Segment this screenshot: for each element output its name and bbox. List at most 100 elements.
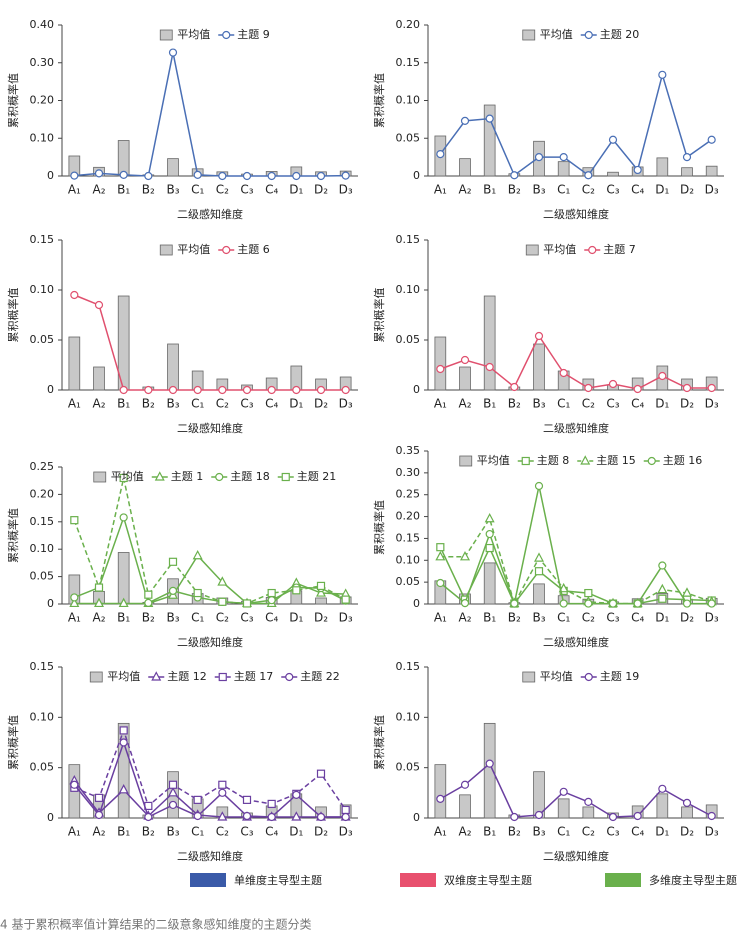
marker: [682, 798, 692, 808]
marker: [94, 793, 104, 802]
y-tick-label: 0.05: [396, 575, 421, 588]
legend: 平均值 主题 9: [159, 28, 270, 41]
legend-swatch: [159, 29, 173, 41]
legend-label: 双维度主导型主题: [444, 873, 532, 887]
legend: 平均值 主题 19: [522, 670, 640, 683]
x-tick-label: A₂: [92, 825, 105, 839]
y-tick-label: 0: [413, 597, 420, 610]
y-axis-label: 累积概率值: [6, 288, 20, 343]
x-tick-label: C₄: [631, 825, 644, 839]
marker: [242, 385, 252, 395]
line: [73, 780, 346, 818]
y-tick-label: 0.15: [30, 515, 55, 528]
x-axis-label: 二级感知维度: [543, 421, 609, 435]
legend-label: 主题 20: [600, 28, 640, 41]
marker: [192, 550, 203, 560]
x-tick-label: A₁: [434, 397, 447, 411]
bar: [557, 798, 570, 819]
x-tick-label: D₂: [680, 611, 694, 625]
line: [74, 554, 346, 605]
marker: [682, 599, 692, 608]
marker: [144, 385, 153, 395]
y-tick-label: 0.05: [30, 761, 55, 774]
x-tick-label: C₁: [557, 825, 570, 839]
x-tick-label: B₃: [166, 397, 179, 411]
legend-swatch: [605, 873, 641, 887]
bar: [582, 806, 595, 819]
marker: [658, 371, 667, 381]
x-tick-label: A₂: [458, 183, 471, 197]
line: [439, 546, 712, 606]
legend-label: 平均值: [540, 28, 573, 41]
x-tick-label: C₂: [216, 183, 229, 197]
marker: [193, 811, 202, 821]
y-tick-label: 0.15: [396, 56, 421, 69]
x-tick-label: C₂: [582, 397, 595, 411]
x-tick-label: D₁: [289, 611, 303, 625]
y-tick-label: 0.30: [30, 56, 55, 69]
x-tick-label: B₂: [508, 611, 521, 625]
x-axis-label: 二级感知维度: [177, 635, 243, 649]
x-tick-label: D₃: [339, 825, 353, 839]
y-tick-label: 0.05: [30, 333, 55, 346]
y-tick-label: 0.10: [30, 542, 55, 555]
marker: [436, 150, 445, 159]
y-tick-label: 0: [47, 169, 54, 182]
y-tick-label: 0.40: [30, 18, 55, 31]
legend-label: 主题 19: [600, 670, 640, 683]
x-tick-label: B₁: [483, 397, 496, 411]
bar: [117, 140, 130, 177]
x-tick-label: C₂: [216, 825, 229, 839]
marker: [436, 794, 445, 803]
y-tick-label: 0: [47, 383, 54, 396]
marker: [168, 48, 178, 57]
marker: [168, 586, 178, 595]
marker: [559, 787, 568, 796]
x-axis-label: 二级感知维度: [543, 207, 609, 221]
marker: [242, 795, 252, 804]
x-tick-label: C₄: [265, 825, 278, 839]
marker: [460, 599, 470, 608]
marker: [193, 588, 202, 598]
marker: [559, 368, 568, 378]
legend: 平均值 主题 7: [525, 243, 636, 256]
legend-label: 单维度主导型主题: [234, 873, 322, 887]
bar: [607, 171, 619, 177]
marker: [584, 383, 593, 393]
bar: [459, 794, 471, 819]
marker: [94, 597, 104, 608]
marker: [559, 153, 568, 162]
x-tick-label: C₁: [191, 611, 204, 625]
marker: [218, 385, 227, 395]
x-tick-label: C₃: [606, 825, 619, 839]
x-tick-label: A₁: [434, 825, 447, 839]
line: [73, 477, 347, 605]
x-tick-label: D₃: [705, 611, 719, 625]
x-tick-label: B₁: [117, 183, 130, 197]
x-tick-label: C₄: [265, 611, 278, 625]
y-tick-label: 0.25: [30, 460, 55, 473]
marker: [94, 810, 104, 820]
marker: [707, 383, 716, 393]
x-tick-label: D₂: [680, 397, 694, 411]
legend-label: 平均值: [177, 28, 210, 41]
legend-swatch: [522, 29, 536, 41]
marker: [218, 171, 227, 181]
marker: [608, 599, 618, 608]
x-tick-label: B₂: [142, 825, 155, 839]
x-tick-label: B₂: [142, 397, 155, 411]
x-tick-label: B₂: [508, 183, 521, 197]
y-tick-label: 0.05: [396, 333, 421, 346]
x-tick-label: B₁: [483, 611, 496, 625]
chart: 0 0.05 0.10 0.15 0.20 累积概率值 A₁ A₂ B₁ B₂ B₃ C₁ C₂ C₃ C₄…: [372, 18, 724, 221]
legend-label: 主题 6: [237, 243, 270, 256]
marker: [436, 364, 445, 374]
x-tick-label: B₁: [483, 183, 496, 197]
line: [439, 762, 713, 818]
bar: [483, 295, 496, 391]
y-tick-label: 0: [47, 597, 54, 610]
legend-label: 主题 9: [237, 28, 270, 41]
marker: [608, 379, 618, 389]
x-tick-label: C₄: [265, 397, 278, 411]
marker: [168, 557, 178, 566]
